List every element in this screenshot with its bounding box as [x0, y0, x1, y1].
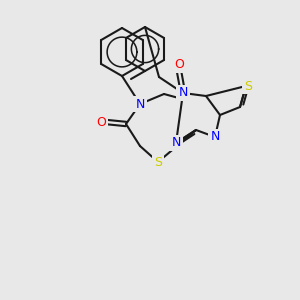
- Text: O: O: [174, 58, 184, 71]
- Text: S: S: [154, 155, 162, 169]
- Text: O: O: [96, 116, 106, 128]
- Text: N: N: [178, 86, 188, 100]
- Text: N: N: [210, 130, 220, 143]
- Text: S: S: [244, 80, 252, 92]
- Text: N: N: [135, 98, 145, 110]
- Text: N: N: [171, 136, 181, 149]
